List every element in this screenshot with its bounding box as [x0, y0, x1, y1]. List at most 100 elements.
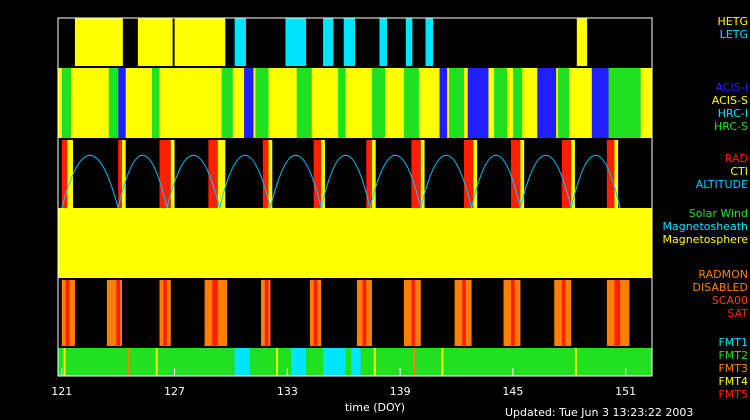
interval [61, 140, 70, 208]
altitude-curve [61, 155, 621, 209]
x-tick-label: 121 [51, 385, 72, 398]
interval [137, 18, 173, 66]
interval [127, 348, 130, 376]
legend-label: RADMON [698, 268, 748, 281]
interval [403, 68, 419, 138]
interval [558, 68, 570, 138]
interval [159, 140, 171, 208]
interval [208, 140, 218, 208]
interval [323, 348, 346, 376]
interval [108, 68, 119, 138]
interval [276, 348, 278, 376]
legend-label: Solar Wind [689, 207, 748, 220]
interval [212, 280, 218, 346]
interval [58, 208, 652, 278]
x-axis-label: time (DOY) [345, 401, 405, 414]
interval [313, 280, 318, 346]
legend-label: HRC-S [714, 120, 748, 133]
interval [520, 140, 525, 208]
interval [537, 68, 557, 138]
interval [262, 140, 269, 208]
legend-label: Magnetosheath [663, 220, 749, 233]
interval [255, 68, 269, 138]
legend-label: FMT4 [718, 375, 748, 388]
interval [464, 140, 474, 208]
interval [244, 68, 254, 138]
interval [323, 18, 334, 66]
interval [411, 280, 416, 346]
interval [379, 18, 387, 66]
interval [174, 18, 226, 66]
interval [74, 18, 123, 66]
legend-label: CTI [730, 165, 748, 178]
interval [561, 140, 572, 208]
legend-label: HETG [718, 15, 748, 28]
interval [268, 140, 273, 208]
interval [591, 68, 609, 138]
interval [221, 68, 233, 138]
interval [512, 68, 523, 138]
x-tick-label: 133 [277, 385, 298, 398]
interval [118, 140, 122, 208]
legend-label: ACIS-I [716, 81, 748, 94]
interval [234, 348, 250, 376]
interval [264, 280, 269, 346]
interval [343, 18, 355, 66]
interval [291, 348, 307, 376]
interval [65, 280, 70, 346]
interval [467, 68, 489, 138]
legend-label: DISABLED [692, 281, 748, 294]
interval [234, 18, 246, 66]
footer: Updated: Tue Jun 3 13:23:22 2003 [505, 406, 693, 419]
interval [362, 280, 367, 346]
legend-label: ALTITUDE [696, 178, 748, 191]
legend-label: SCA00 [712, 294, 748, 307]
interval [67, 140, 74, 208]
legend-label: SAT [727, 307, 748, 320]
interval [574, 348, 577, 376]
interval [425, 18, 434, 66]
interval [155, 348, 158, 376]
interval [494, 68, 508, 138]
interval [473, 140, 478, 208]
interval [413, 348, 416, 376]
interval [116, 280, 121, 346]
interval [61, 68, 72, 138]
interval [511, 140, 521, 208]
interval [614, 140, 619, 208]
legend-label: Magnetosphere [663, 233, 749, 246]
legend-label: FMT3 [718, 362, 748, 375]
interval [371, 68, 386, 138]
plot-frame [57, 17, 653, 377]
interval [163, 280, 168, 346]
interval [462, 280, 466, 346]
interval [420, 140, 425, 208]
legend-label: RAD [725, 152, 748, 165]
interval [285, 18, 307, 66]
legend-label: ACIS-S [712, 94, 748, 107]
legend-label: FMT5 [718, 388, 748, 401]
interval [614, 280, 621, 346]
interval [561, 280, 566, 346]
plot-area [58, 18, 652, 376]
interval [405, 18, 413, 66]
interval [608, 68, 641, 138]
interval [439, 68, 448, 138]
interval [63, 348, 66, 376]
interval [571, 140, 575, 208]
interval [313, 140, 322, 208]
interval [373, 348, 376, 376]
interval [511, 280, 515, 346]
legend-label: FMT2 [718, 349, 748, 362]
interval [151, 68, 160, 138]
interval [338, 68, 346, 138]
legend-label: FMT1 [718, 336, 748, 349]
interval [371, 140, 376, 208]
interval [441, 348, 444, 376]
interval [351, 348, 361, 376]
interval [321, 140, 325, 208]
interval [576, 18, 588, 66]
x-tick-label: 127 [164, 385, 185, 398]
panel-background [58, 280, 652, 346]
